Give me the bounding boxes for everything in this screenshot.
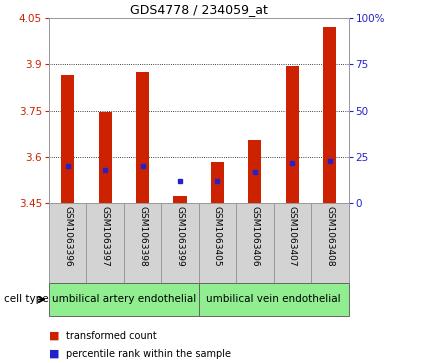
Bar	[49, 203, 86, 283]
Text: ■: ■	[49, 349, 60, 359]
Bar	[311, 203, 348, 283]
Bar	[136, 72, 149, 203]
Bar	[173, 196, 187, 203]
Text: GSM1063398: GSM1063398	[138, 206, 147, 266]
Bar	[198, 203, 236, 283]
Bar	[211, 162, 224, 203]
Bar	[49, 283, 198, 316]
Text: GSM1063408: GSM1063408	[325, 206, 334, 266]
Bar	[161, 203, 198, 283]
Text: umbilical artery endothelial: umbilical artery endothelial	[52, 294, 196, 305]
Bar	[124, 203, 161, 283]
Text: transformed count: transformed count	[66, 331, 157, 341]
Text: umbilical vein endothelial: umbilical vein endothelial	[206, 294, 341, 305]
Bar	[323, 28, 336, 203]
Bar	[286, 66, 299, 203]
Bar	[99, 112, 112, 203]
Text: GSM1063405: GSM1063405	[213, 206, 222, 266]
Bar	[61, 75, 74, 203]
Bar	[274, 203, 311, 283]
Text: GSM1063406: GSM1063406	[250, 206, 259, 266]
Bar	[248, 140, 261, 203]
Title: GDS4778 / 234059_at: GDS4778 / 234059_at	[130, 3, 268, 16]
Text: percentile rank within the sample: percentile rank within the sample	[66, 349, 231, 359]
Text: GSM1063397: GSM1063397	[101, 206, 110, 266]
Bar	[86, 203, 124, 283]
Bar	[236, 203, 274, 283]
Text: GSM1063407: GSM1063407	[288, 206, 297, 266]
Text: GSM1063399: GSM1063399	[176, 206, 184, 266]
Text: cell type: cell type	[4, 294, 49, 305]
Text: GSM1063396: GSM1063396	[63, 206, 72, 266]
Text: ■: ■	[49, 331, 60, 341]
Bar	[198, 283, 348, 316]
